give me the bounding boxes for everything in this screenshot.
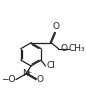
Text: O: O bbox=[60, 44, 67, 53]
Text: N: N bbox=[23, 69, 29, 78]
Text: O: O bbox=[37, 75, 44, 84]
Text: CH₃: CH₃ bbox=[69, 44, 85, 53]
Text: +: + bbox=[26, 70, 32, 75]
Text: −O: −O bbox=[1, 75, 15, 84]
Text: Cl: Cl bbox=[47, 61, 55, 70]
Text: O: O bbox=[53, 22, 60, 31]
